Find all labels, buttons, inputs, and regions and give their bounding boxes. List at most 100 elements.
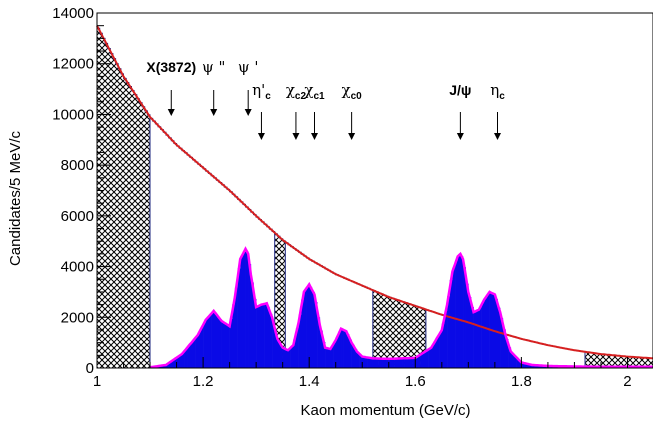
axes: 0 2000 4000 6000 8000 10000 12000 14000 1 1.2 1.4 1…: [52, 5, 653, 390]
signal-bin: [261, 304, 265, 368]
signal-bin: [444, 310, 448, 368]
annotation-label: χc1: [304, 81, 325, 102]
signal-bin: [351, 344, 355, 368]
signal-bin: [415, 357, 419, 368]
signal-bin: [203, 322, 207, 368]
signal-bin: [396, 358, 400, 368]
signal-bin: [282, 348, 286, 368]
annotation-2: ψ ": [202, 58, 225, 116]
signal-bin: [226, 325, 230, 368]
signal-bin: [356, 352, 360, 368]
signal-bin: [518, 361, 522, 368]
signal-bin: [195, 336, 199, 368]
signal-bin: [293, 339, 297, 368]
signal-bin: [510, 352, 514, 368]
annotation-1: X(3872): [146, 59, 196, 116]
signal-bin: [436, 336, 440, 368]
signal-bin: [402, 358, 405, 368]
sideband-regions: [96, 25, 653, 369]
signal-bin: [391, 358, 395, 368]
signal-bin: [189, 342, 193, 368]
signal-bin: [317, 317, 321, 368]
signal-bin: [484, 297, 488, 368]
annotation-4: η'c: [252, 81, 271, 140]
signal-bin: [502, 329, 506, 368]
signal-bin: [163, 365, 167, 368]
signal-bin: [269, 313, 273, 368]
signal-bin: [539, 365, 543, 368]
annotation-label: ηc: [490, 81, 505, 102]
signal-bin: [500, 317, 504, 368]
signal-bin: [335, 337, 339, 368]
signal-bin: [372, 358, 376, 368]
signal-bin: [303, 290, 307, 368]
y-tick-label: 10000: [52, 106, 94, 123]
signal-bin: [285, 349, 289, 368]
signal-bin: [277, 341, 281, 368]
annotation-3: ψ ': [238, 58, 259, 116]
signal-bin: [423, 351, 427, 368]
signal-bin: [354, 349, 358, 368]
signal-bin: [455, 260, 459, 368]
signal-bin: [388, 358, 392, 368]
signal-bin: [309, 286, 313, 368]
x-tick-label: 1.6: [405, 373, 426, 390]
signal-bin: [258, 305, 262, 368]
signal-bin: [224, 323, 228, 368]
signal-bin: [242, 251, 246, 368]
signal-bin: [439, 332, 443, 368]
signal-bin: [346, 334, 350, 368]
signal-bin: [428, 348, 432, 368]
signal-bin: [431, 345, 435, 368]
signal-bin: [526, 364, 530, 368]
signal-bin: [311, 291, 315, 368]
signal-bin: [425, 350, 429, 368]
signal-bin: [330, 346, 334, 368]
annotation-arrow-head: [292, 133, 300, 140]
annotation-arrow-head: [210, 109, 218, 116]
signal-bin: [338, 331, 342, 368]
x-tick-label: 1: [93, 373, 101, 390]
signal-bin: [481, 302, 485, 368]
annotation-label: χc2: [286, 81, 307, 102]
signal-bin: [468, 297, 472, 368]
signal-bin: [205, 318, 209, 368]
y-axis-title: Candidates/5 MeV/c: [7, 130, 24, 266]
signal-bin: [266, 306, 270, 368]
annotation-arrow-head: [494, 133, 502, 140]
signal-bin: [380, 358, 384, 368]
signal-bin: [378, 358, 382, 368]
annotation-arrow-head: [244, 109, 252, 116]
signal-bin: [298, 314, 302, 368]
signal-bin: [404, 358, 408, 368]
signal-bin: [343, 330, 347, 368]
y-tick-label: 14000: [52, 5, 94, 22]
signal-bin: [386, 358, 390, 368]
signal-bin: [213, 312, 217, 368]
signal-bin: [290, 346, 294, 368]
signal-bin: [534, 365, 538, 368]
signal-bin: [327, 348, 331, 368]
signal-bin: [181, 352, 185, 368]
signal-bin: [229, 318, 233, 368]
annotation-label: ψ ': [238, 58, 259, 76]
signal-bin: [505, 339, 509, 368]
annotation-8: J/ψ: [449, 82, 471, 140]
signal-bin: [160, 365, 164, 368]
annotation-arrow-head: [310, 133, 318, 140]
signal-bin: [240, 256, 244, 368]
signal-bin: [245, 251, 249, 368]
signal-bin: [219, 319, 222, 368]
signal-bin: [537, 365, 541, 368]
y-tick-label: 8000: [61, 157, 94, 174]
signal-bin: [234, 287, 238, 368]
signal-bin: [449, 279, 453, 368]
x-tick-label: 1.2: [193, 373, 214, 390]
signal-bin: [516, 358, 520, 368]
signal-bin: [348, 339, 352, 368]
signal-bin: [322, 342, 326, 368]
signal-bin: [478, 307, 482, 368]
signal-bin: [412, 357, 416, 368]
annotation-label: X(3872): [146, 59, 196, 75]
y-tick-label: 6000: [61, 208, 94, 225]
